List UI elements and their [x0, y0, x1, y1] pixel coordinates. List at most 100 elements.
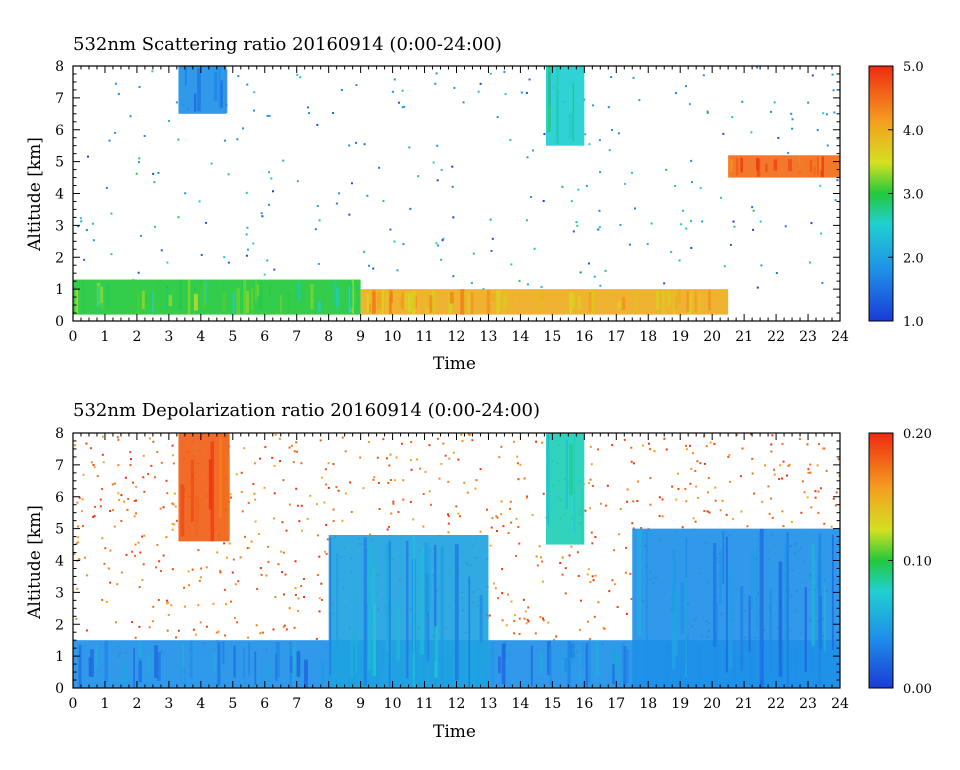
heatmap-speckle	[496, 516, 499, 519]
heatmap-speckle	[817, 511, 820, 514]
heatmap-speckle	[386, 528, 389, 531]
heatmap-speckle	[197, 549, 200, 552]
heatmap-speckle	[599, 171, 602, 174]
heatmap-speckle	[633, 207, 636, 210]
heatmap-speckle	[525, 91, 528, 94]
heatmap-speckle	[338, 192, 341, 195]
heatmap-speckle	[243, 447, 246, 450]
heatmap-speckle	[798, 438, 801, 441]
heatmap-speckle	[77, 225, 80, 228]
heatmap-streak	[190, 459, 194, 523]
x-tick-label: 20	[703, 329, 721, 345]
heatmap-streak	[728, 157, 731, 177]
heatmap-speckle	[101, 453, 104, 456]
heatmap-speckle	[680, 223, 683, 226]
heatmap-speckle	[463, 481, 466, 484]
heatmap-speckle	[598, 209, 601, 212]
heatmap-speckle	[327, 486, 330, 489]
heatmap-speckle	[570, 545, 573, 548]
heatmap-streak	[787, 159, 792, 172]
heatmap-speckle	[489, 544, 492, 547]
heatmap-speckle	[787, 151, 790, 154]
x-tick-label: 11	[416, 329, 434, 345]
heatmap-speckle	[524, 610, 527, 613]
heatmap-speckle	[223, 542, 226, 545]
heatmap-speckle	[593, 615, 596, 618]
heatmap-speckle	[110, 212, 113, 215]
heatmap-speckle	[440, 258, 443, 261]
x-tick-label: 13	[480, 696, 498, 712]
heatmap-streak	[304, 659, 308, 688]
heatmap-streak	[151, 290, 154, 314]
heatmap-speckle	[77, 525, 80, 528]
heatmap-speckle	[630, 460, 633, 463]
heatmap-speckle	[809, 471, 812, 474]
heatmap-streak	[106, 283, 110, 308]
heatmap-speckle	[410, 441, 413, 444]
heatmap-speckle	[73, 552, 76, 555]
heatmap-speckle	[530, 195, 533, 198]
heatmap-speckle	[295, 441, 298, 444]
x-tick-label: 20	[703, 696, 721, 712]
heatmap-streak	[137, 294, 140, 314]
y-tick-label: 4	[55, 554, 64, 570]
x-tick-label: 17	[607, 696, 625, 712]
heatmap-speckle	[254, 520, 257, 523]
scattering-ratio-panel: 532nm Scattering ratio 20160914 (0:00-24…	[25, 34, 924, 374]
heatmap-streak	[755, 549, 758, 630]
heatmap-streak	[385, 290, 389, 315]
heatmap-speckle	[261, 631, 264, 634]
heatmap-speckle	[253, 109, 256, 112]
heatmap-speckle	[282, 551, 285, 554]
heatmap-speckle	[171, 568, 174, 571]
heatmap-streak	[280, 294, 282, 313]
heatmap-speckle	[212, 602, 215, 605]
x-tick-label: 19	[671, 329, 689, 345]
heatmap-speckle	[591, 104, 594, 107]
heatmap-speckle	[171, 522, 174, 525]
heatmap-speckle	[367, 441, 370, 444]
x-tick-label: 4	[196, 329, 205, 345]
heatmap-speckle	[77, 541, 80, 544]
heatmap-speckle	[96, 475, 99, 478]
heatmap-speckle	[165, 536, 168, 539]
heatmap-speckle	[670, 250, 673, 253]
heatmap-speckle	[531, 513, 534, 516]
heatmap-speckle	[175, 519, 178, 522]
heatmap-speckle	[741, 447, 744, 450]
heatmap-speckle	[781, 477, 784, 480]
heatmap-speckle	[319, 439, 322, 442]
heatmap-speckle	[135, 172, 138, 175]
heatmap-speckle	[174, 505, 177, 508]
heatmap-speckle	[753, 492, 756, 495]
heatmap-speckle	[173, 523, 176, 526]
heatmap-speckle	[320, 476, 323, 479]
heatmap-streak	[778, 561, 783, 677]
heatmap-streak	[123, 662, 128, 685]
heatmap-speckle	[256, 587, 259, 590]
heatmap-speckle	[266, 114, 269, 117]
heatmap-speckle	[632, 527, 635, 530]
heatmap-streak	[335, 287, 340, 309]
heatmap-streak	[78, 644, 82, 688]
heatmap-speckle	[516, 462, 519, 465]
heatmap-speckle	[359, 456, 362, 459]
heatmap-streak	[222, 290, 226, 312]
heatmap-streak	[336, 553, 338, 651]
heatmap-speckle	[282, 479, 285, 482]
heatmap-speckle	[447, 531, 450, 534]
heatmap-speckle	[110, 253, 113, 256]
heatmap-speckle	[306, 106, 309, 109]
heatmap-speckle	[685, 500, 688, 503]
heatmap-speckle	[115, 621, 118, 624]
heatmap-speckle	[608, 590, 611, 593]
heatmap-speckle	[685, 85, 688, 88]
heatmap-speckle	[83, 556, 86, 559]
heatmap-speckle	[200, 567, 203, 570]
y-tick-label: 0	[55, 681, 64, 697]
heatmap-speckle	[810, 222, 813, 225]
heatmap-speckle	[728, 480, 731, 483]
heatmap-speckle	[533, 247, 536, 250]
plot-area	[73, 66, 840, 315]
heatmap-speckle	[273, 268, 276, 271]
